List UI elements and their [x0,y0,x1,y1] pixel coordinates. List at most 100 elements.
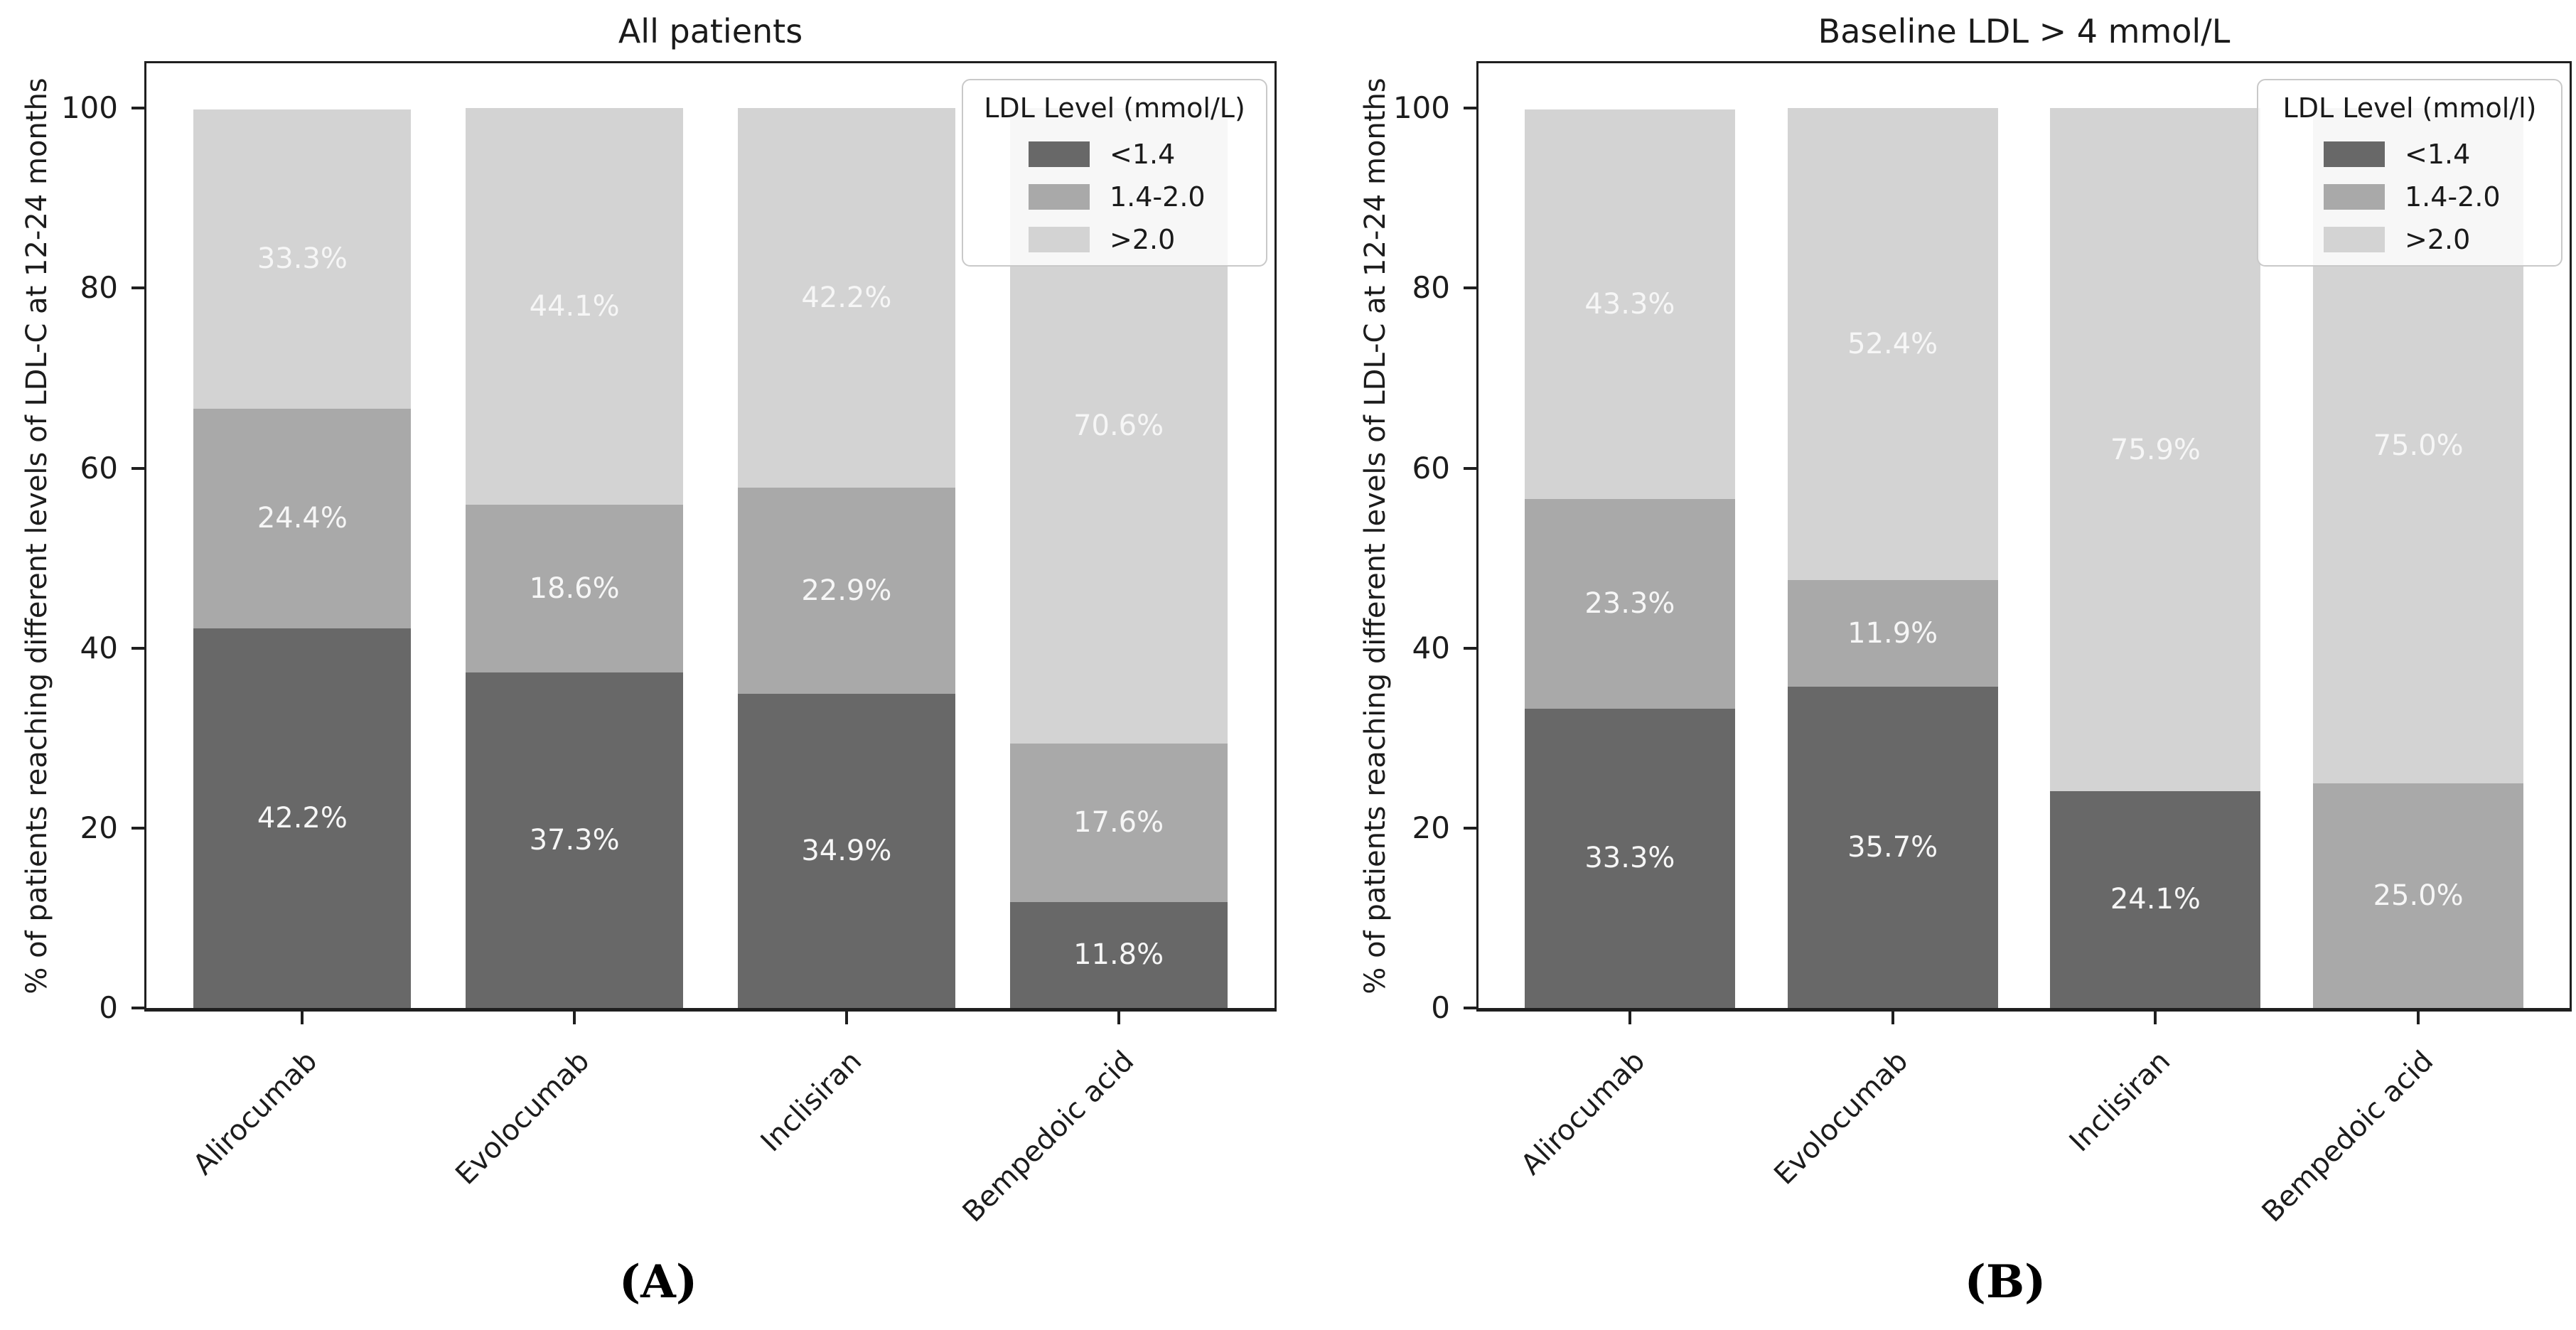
bar-segment->2.0 [466,108,684,505]
legend-title: LDL Level (mmol/L) [984,92,1245,124]
y-tick-mark [132,1007,144,1009]
bar-segment-label: 34.9% [801,835,892,868]
legend-row: <1.4 [2272,140,2547,168]
bar-segment-label: 52.4% [1847,327,1938,360]
y-tick-label: 100 [1392,90,1450,126]
bar-segment-label: 33.3% [1584,842,1675,875]
legend-label: >2.0 [2405,224,2471,255]
x-tick-mark [1628,1012,1631,1024]
y-tick-mark [1464,646,1476,650]
bar-segment-label: 42.2% [801,281,892,315]
bar-segment-label: 18.6% [529,572,620,606]
y-tick-label: 60 [80,450,118,486]
y-tick-mark [132,107,144,110]
bar-segment->2.0 [1787,108,1998,580]
bar-segment-label: 42.2% [257,801,348,835]
legend-label: <1.4 [2405,139,2471,170]
legend-swatch-1.4-2.0 [2324,184,2385,210]
y-tick-label: 100 [60,90,118,126]
legend-swatch->2.0 [2324,227,2385,252]
bar-segment-<1.4 [737,694,955,1008]
y-tick-label: 40 [80,630,118,665]
y-tick-mark [132,466,144,470]
bar-segment-label: 33.3% [257,242,348,276]
bar-segment-<1.4 [2050,790,2261,1008]
x-tick-mark [2417,1012,2420,1024]
subfigure-caption: (B) [1964,1255,2046,1309]
x-tick-mark [2154,1012,2157,1024]
bar-segment-label: 11.8% [1073,938,1164,972]
legend-swatch->2.0 [1029,227,1090,252]
x-tick-mark [1891,1012,1894,1024]
legend-row: 1.4-2.0 [2272,183,2547,211]
legend: LDL Level (mmol/L) <1.4 1.4-2.0 >2.0 [962,79,1267,267]
x-tick-label-alirocumab: Alirocumab [1514,1044,1652,1181]
bar-segment-label: 11.9% [1847,616,1938,650]
x-tick-label-bempedoic-acid: Bempedoic acid [2255,1044,2440,1229]
y-tick-mark [1464,107,1476,110]
legend-row: 1.4-2.0 [977,183,1252,211]
bar-segment-label: 23.3% [1584,587,1675,621]
legend-swatch-1.4-2.0 [1029,184,1090,210]
bar-segment-label: 43.3% [1584,287,1675,321]
y-tick-label: 20 [80,810,118,845]
y-tick-mark [132,286,144,290]
bar-segment-label: 22.9% [801,574,892,608]
bar-segment-label: 75.9% [2110,433,2201,466]
x-tick-mark [1117,1012,1120,1024]
bar-segment-1.4-2.0 [193,409,412,628]
legend-label: >2.0 [1110,224,1176,255]
bar-segment->2.0 [2050,108,2261,791]
bar-segment-label: 37.3% [529,823,620,857]
bar-segment-<1.4 [193,628,412,1008]
bar-segment-<1.4 [1524,708,1735,1008]
legend-label: 1.4-2.0 [2405,181,2501,213]
legend: LDL Level (mmol/l) <1.4 1.4-2.0 >2.0 [2257,79,2562,267]
y-tick-label: 40 [1412,630,1450,665]
bar-segment->2.0 [1524,109,1735,499]
bar-segment-1.4-2.0 [1787,579,1998,687]
bar-segment-<1.4 [1787,687,1998,1008]
x-tick-mark [301,1012,304,1024]
bar-segment-1.4-2.0 [1009,743,1228,902]
legend-row: >2.0 [2272,225,2547,254]
legend-row: <1.4 [977,140,1252,168]
legend-row: >2.0 [977,225,1252,254]
bar-segment-label: 25.0% [2373,879,2464,912]
legend-label: <1.4 [1110,139,1176,170]
y-tick-mark [1464,1007,1476,1009]
y-tick-label: 20 [1412,810,1450,845]
bar-segment-label: 24.4% [257,502,348,535]
legend-swatch-<1.4 [2324,141,2385,167]
legend-title: LDL Level (mmol/l) [2282,92,2537,124]
y-tick-mark [1464,826,1476,830]
chart-title: All patients [618,12,803,50]
y-tick-mark [132,826,144,830]
bar-segment-label: 70.6% [1073,409,1164,443]
y-tick-label: 60 [1412,450,1450,486]
bar-segment-label: 24.1% [2110,883,2201,916]
legend-label: 1.4-2.0 [1110,181,1206,213]
bar-segment-1.4-2.0 [2313,783,2524,1008]
bar-segment-label: 75.0% [2373,429,2464,462]
y-tick-mark [1464,466,1476,470]
y-axis-label: % of patients reaching different levels … [1359,77,1392,994]
bar-segment->2.0 [193,109,412,409]
x-tick-mark [573,1012,576,1024]
bar-segment-1.4-2.0 [1524,498,1735,709]
bar-segment-label: 17.6% [1073,806,1164,840]
y-tick-mark [132,646,144,650]
y-tick-mark [1464,286,1476,290]
subfigure-caption: (A) [618,1255,698,1309]
x-tick-mark [844,1012,848,1024]
bar-segment-label: 44.1% [529,290,620,323]
bar-segment->2.0 [737,108,955,488]
y-tick-label: 0 [1431,990,1450,1025]
chart-title: Baseline LDL > 4 mmol/L [1818,12,2231,50]
legend-swatch-<1.4 [1029,141,1090,167]
y-tick-label: 80 [1412,270,1450,306]
bar-segment-<1.4 [466,672,684,1008]
bar-segment-1.4-2.0 [737,488,955,695]
